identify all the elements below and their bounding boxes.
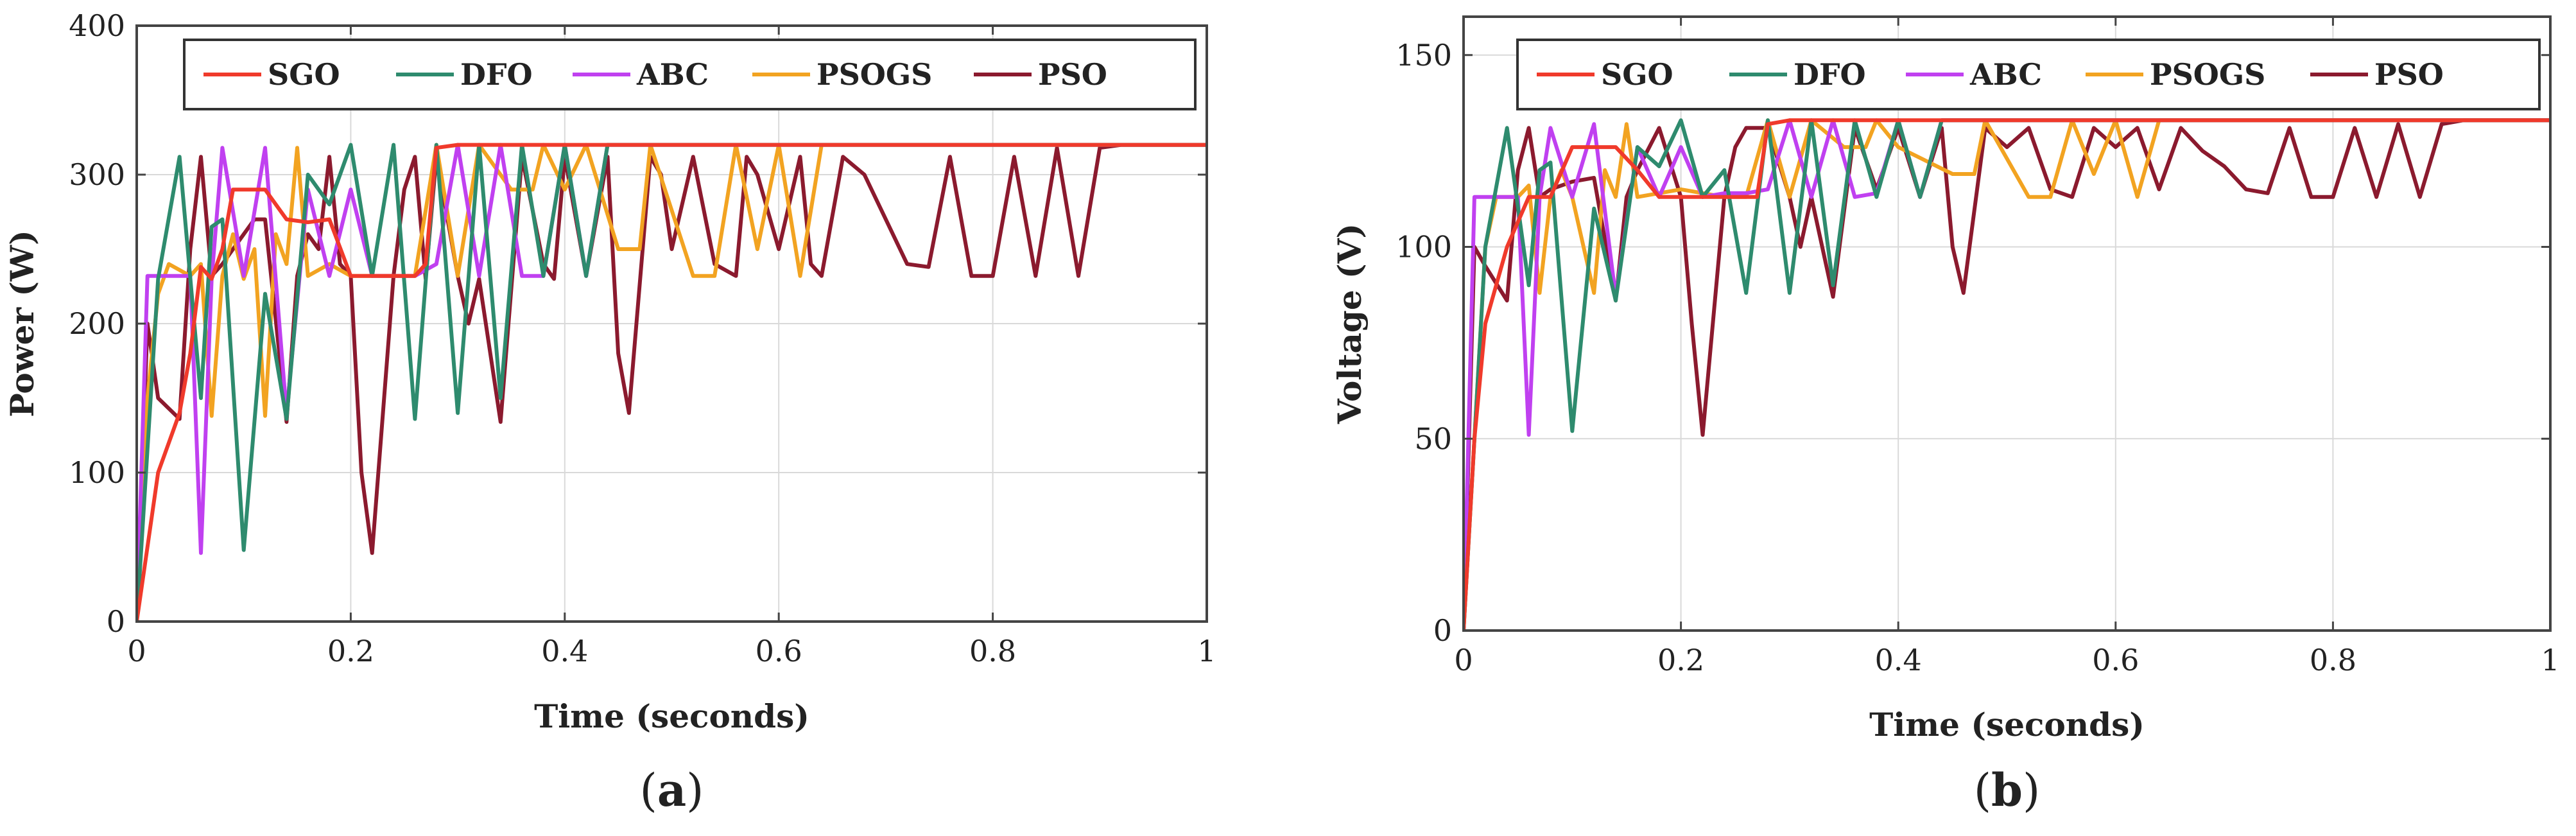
series-line-dfo [1464, 118, 2550, 631]
x-axis-label: Time (seconds) [1869, 706, 2145, 744]
plot-frame [1462, 15, 2552, 632]
legend: SGO DFO ABC PSOGS PSO [183, 39, 1197, 110]
series-line-sgo [137, 143, 1207, 622]
legend-label-dfo: DFO [1794, 57, 1866, 92]
series-group [1464, 118, 2550, 631]
legend-label-sgo: SGO [268, 57, 340, 92]
y-tick-label: 100 [69, 455, 125, 490]
legend-label-pso: PSO [2374, 57, 2444, 92]
y-axis-label: Voltage (V) [1331, 223, 1369, 424]
series-line-pso [137, 143, 1207, 622]
y-tick-label: 200 [69, 306, 125, 341]
y-axis-label: Power (W) [3, 230, 41, 417]
series-line-dfo [137, 143, 1207, 622]
legend-label-pso: PSO [1038, 57, 1107, 92]
series-line-sgo [1464, 118, 2550, 631]
y-tick-label: 0 [1433, 613, 1452, 648]
x-tick-label: 0.4 [541, 634, 588, 668]
series-group [137, 143, 1207, 622]
x-tick-label: 0.6 [756, 634, 802, 668]
x-tick-label: 0.2 [1657, 643, 1704, 677]
x-axis-label: Time (seconds) [534, 697, 809, 735]
x-tick-label: 1 [1197, 634, 1216, 668]
legend-label-dfo: DFO [460, 57, 533, 92]
x-tick-label: 0.8 [2310, 643, 2356, 677]
legend-label-sgo: SGO [1601, 57, 1673, 92]
y-tick-label: 50 [1414, 421, 1452, 456]
legend-label-abc: ABC [1969, 57, 2042, 92]
series-line-pso [1464, 118, 2550, 631]
legend: SGO DFO ABC PSOGS PSO [1516, 39, 2541, 110]
y-tick-label: 150 [1396, 38, 1452, 73]
y-tick-label: 400 [69, 8, 125, 43]
y-tick-label: 300 [69, 157, 125, 192]
x-tick-label: 0 [127, 634, 146, 668]
legend-label-psogs: PSOGS [817, 57, 932, 92]
y-tick-label: 0 [107, 604, 125, 639]
legend-box [1516, 39, 2541, 110]
chart-a: 0 0.2 0.4 0.6 0.8 1 0 100 200 300 400 Time (seconds… [3, 8, 1216, 817]
subfigure-caption: (a) [640, 763, 704, 817]
x-tick-label: 0.2 [327, 634, 374, 668]
subfigure-caption: (b) [1974, 763, 2041, 817]
y-tick-label: 100 [1396, 230, 1452, 265]
legend-label-abc: ABC [636, 57, 709, 92]
chart-b: 0 0.2 0.4 0.6 0.8 1 0 50 100 150 Time (seconds) Vol… [1331, 15, 2560, 817]
x-tick-label: 1 [2541, 643, 2559, 677]
legend-label-psogs: PSOGS [2150, 57, 2265, 92]
x-tick-label: 0.6 [2092, 643, 2139, 677]
x-tick-label: 0 [1454, 643, 1473, 677]
x-tick-label: 0.4 [1875, 643, 1922, 677]
x-tick-label: 0.8 [969, 634, 1016, 668]
